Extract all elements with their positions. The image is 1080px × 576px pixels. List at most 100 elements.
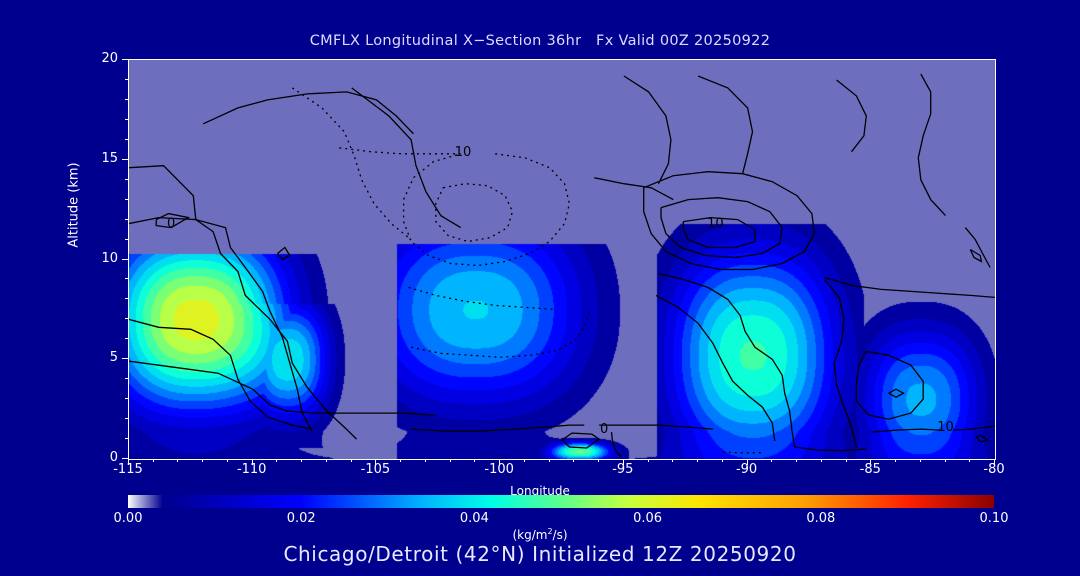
y-tick-minor (125, 418, 128, 420)
y-tick-label-0: 0 (109, 450, 118, 465)
colorbar-tick-0.08: 0.08 (806, 511, 836, 526)
contour-label: 10 (937, 420, 954, 435)
x-tick-minor (177, 459, 179, 462)
y-tick-minor (125, 438, 128, 440)
x-tick-minor (474, 459, 476, 462)
x-tick-minor (721, 459, 723, 462)
x-tick-minor (796, 459, 798, 462)
field-wrapper: 0 10 10 0 10 (129, 60, 995, 459)
contour-line (129, 165, 358, 440)
x-tick-label-neg110: -110 (236, 462, 267, 477)
contour-line (871, 428, 941, 433)
colorbar (128, 495, 994, 508)
x-tick-major (251, 459, 253, 465)
contour-overlay: 0 10 10 0 10 (129, 73, 995, 458)
y-tick-minor (125, 378, 128, 380)
y-tick-minor (125, 218, 128, 220)
colorbar-units-suffix: /s) (552, 528, 568, 542)
y-axis-title: Altitude (km) (66, 162, 82, 248)
contour-line (435, 183, 514, 243)
y-tick-minor (125, 178, 128, 180)
contour-line (952, 425, 995, 431)
x-tick-minor (969, 459, 971, 462)
colorbar-units: (kg/m2/s) (0, 527, 1080, 542)
y-tick-major (122, 258, 128, 260)
contour-line (975, 434, 990, 443)
x-tick-minor (226, 459, 228, 462)
contour-line (129, 360, 436, 416)
x-tick-label-neg115: -115 (113, 462, 143, 477)
y-tick-minor (125, 298, 128, 300)
y-tick-major (122, 59, 128, 60)
y-tick-minor (125, 98, 128, 100)
contour-line (643, 171, 816, 271)
y-tick-minor (125, 78, 128, 80)
y-tick-minor (125, 398, 128, 400)
x-tick-minor (523, 459, 525, 462)
y-tick-minor (125, 338, 128, 340)
x-tick-minor (845, 459, 847, 462)
colorbar-tick-0.00: 0.00 (113, 511, 143, 526)
x-tick-major (128, 459, 129, 465)
contour-line (594, 177, 674, 201)
y-tick-minor (125, 138, 128, 140)
x-tick-minor (325, 459, 327, 462)
x-tick-minor (548, 459, 550, 462)
contour-label: 10 (707, 217, 724, 232)
y-tick-minor (125, 318, 128, 320)
chart-caption: Chicago/Detroit (42°N) Initialized 12Z 2… (283, 542, 797, 566)
contour-line (351, 87, 461, 229)
x-tick-minor (573, 459, 575, 462)
contour-line (658, 272, 796, 448)
contour-line (682, 216, 756, 249)
x-tick-minor (449, 459, 451, 462)
x-tick-major (870, 459, 872, 465)
contour-line (823, 278, 858, 448)
y-tick-minor (125, 238, 128, 240)
x-tick-major (622, 459, 624, 465)
contour-line (855, 350, 924, 420)
contour-line (560, 432, 601, 449)
contour-line (610, 432, 622, 458)
x-tick-label-neg95: -95 (612, 462, 634, 477)
colorbar-tick-0.10: 0.10 (979, 511, 1009, 526)
x-tick-minor (152, 459, 154, 462)
x-tick-minor (697, 459, 699, 462)
contour-line (276, 246, 291, 261)
contour-line (964, 227, 991, 268)
contour-line (202, 91, 414, 135)
y-tick-label-10: 10 (101, 250, 118, 266)
contour-line (623, 75, 672, 184)
x-tick-minor (276, 459, 278, 462)
x-tick-minor (301, 459, 303, 462)
contour-line (969, 248, 983, 263)
contour-line (129, 216, 313, 432)
contour-line (411, 424, 585, 432)
x-tick-minor (919, 459, 921, 462)
y-tick-minor (125, 278, 128, 280)
contour-line (339, 147, 461, 155)
plot-area: 0 10 10 0 10 (128, 59, 996, 460)
colorbar-tick-0.06: 0.06 (633, 511, 663, 526)
contour-line (836, 79, 867, 153)
contour-line (697, 75, 754, 174)
contour-line (888, 388, 905, 398)
contour-line (794, 446, 867, 452)
contour-line (129, 318, 313, 430)
x-tick-minor (771, 459, 773, 462)
contour-label: 0 (600, 422, 608, 437)
contour-line (408, 286, 555, 311)
x-tick-label-neg105: -105 (360, 462, 391, 477)
x-tick-minor (672, 459, 674, 462)
x-tick-minor (202, 459, 204, 462)
x-tick-minor (424, 459, 426, 462)
y-tick-label-5: 5 (109, 350, 118, 366)
x-axis-title: Longitude (510, 484, 570, 498)
x-tick-label-neg90: -90 (735, 462, 758, 477)
contour-line (655, 294, 776, 442)
y-tick-minor (125, 198, 128, 200)
colorbar-units-prefix: (kg/m (512, 528, 548, 542)
contour-line (917, 73, 946, 217)
x-tick-minor (820, 459, 822, 462)
